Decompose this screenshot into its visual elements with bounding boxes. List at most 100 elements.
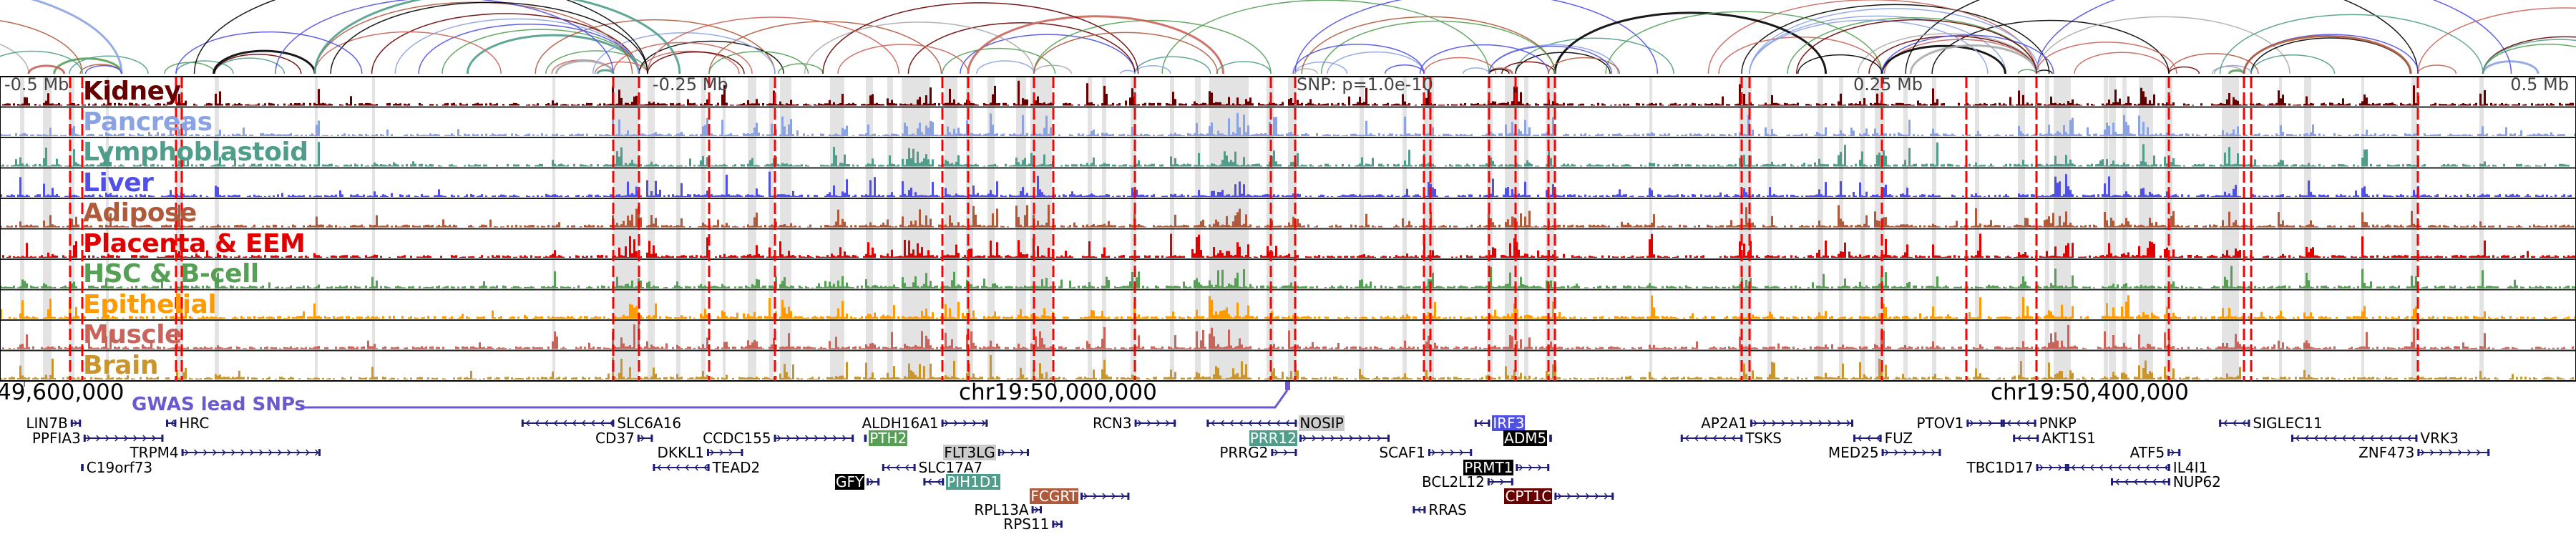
gene-label-bcl2l12[interactable]: BCL2L12 [1422, 473, 1485, 490]
gene-label-ppfia3[interactable]: PPFIA3 [31, 430, 81, 447]
interaction-arc [2017, 69, 2037, 74]
gene-label-prr12[interactable]: PRR12 [1249, 430, 1297, 447]
interaction-arc [592, 32, 776, 74]
offset-label-minus-half: -0.5 Mb [4, 74, 69, 95]
tissue-label: Liver [83, 168, 154, 198]
strand-chevron-icon [886, 464, 909, 471]
gene-label-irf3[interactable]: IRF3 [1492, 415, 1526, 432]
gene-exon [1470, 449, 1473, 456]
gene-label-nup62[interactable]: NUP62 [2172, 473, 2221, 490]
interaction-arc [1488, 45, 1613, 74]
interaction-arc [0, 20, 83, 74]
tissue-label: Adipose [83, 198, 197, 228]
gene-exon [774, 435, 776, 442]
interaction-arc [2482, 60, 2540, 74]
gene-exon [2415, 435, 2418, 442]
interaction-arc [1033, 19, 1272, 74]
interaction-arc [1327, 52, 1425, 74]
gene-label-vrk3[interactable]: VRK3 [2420, 430, 2459, 447]
gene-exon [1413, 506, 1415, 513]
tissue-label: HSC & B-cell [83, 259, 259, 289]
gene-label-ptov1[interactable]: PTOV1 [1916, 415, 1964, 432]
strand-chevron-icon [1302, 435, 1382, 442]
gene-label-rps11[interactable]: RPS11 [1003, 516, 1050, 533]
gene-exon [2036, 464, 2039, 471]
gene-label-rpl13a[interactable]: RPL13A [974, 501, 1029, 518]
strand-chevron-icon [1001, 449, 1024, 456]
interaction-arc [164, 62, 215, 74]
interaction-arc [175, 60, 234, 74]
strand-chevron-icon [1885, 449, 1936, 456]
interaction-arc [2213, 64, 2252, 74]
interaction-arc [967, 15, 1224, 74]
interaction-arc [1423, 57, 1497, 74]
gene-label-znf473[interactable]: ZNF473 [2358, 444, 2415, 461]
strand-chevron-icon [1417, 506, 1421, 513]
gene-label-atf5[interactable]: ATF5 [2129, 444, 2165, 461]
gene-label-ap2a1[interactable]: AP2A1 [1701, 415, 1747, 432]
strand-chevron-icon [525, 420, 614, 427]
gene-exon [2064, 464, 2067, 471]
strand-chevron-icon [1478, 420, 1483, 427]
tissue-label: Kidney [83, 77, 181, 106]
gene-label-tsks[interactable]: TSKS [1745, 430, 1782, 447]
gene-label-siglec11[interactable]: SIGLEC11 [2253, 415, 2323, 432]
gene-exon [1294, 449, 1297, 456]
interaction-arc [1605, 11, 1883, 74]
gene-label-fuz[interactable]: FUZ [1884, 430, 1913, 447]
interaction-arc [1463, 67, 1490, 74]
strand-chevron-icon [2114, 478, 2166, 485]
signal-track-1 [0, 110, 2576, 136]
gene-label-il4i1[interactable]: IL4I1 [2172, 459, 2208, 476]
gene-label-scaf1[interactable]: SCAF1 [1379, 444, 1425, 461]
gene-label-prmt1[interactable]: PRMT1 [1463, 459, 1514, 476]
interaction-arc [2482, 43, 2576, 74]
interaction-arc [613, 42, 753, 74]
gene-label-rcn3[interactable]: RCN3 [1093, 415, 1132, 432]
gene-label-pnkp[interactable]: PNKP [2039, 415, 2077, 432]
interaction-arc [2036, 42, 2177, 74]
gene-label-adm5[interactable]: ADM5 [1503, 430, 1548, 447]
gene-label-akt1s1[interactable]: AKT1S1 [2041, 430, 2096, 447]
gene-exon [941, 420, 944, 427]
gene-label-slc17a7[interactable]: SLC17A7 [918, 459, 983, 476]
interaction-arc [1488, 68, 1510, 74]
gene-label-gfy[interactable]: GFY [834, 473, 865, 490]
gene-label-c19orf73[interactable]: C19orf73 [86, 459, 153, 476]
gene-label-ccdc155[interactable]: CCDC155 [703, 430, 771, 447]
gene-label-fcgrt[interactable]: FCGRT [1030, 488, 1078, 505]
gene-label-hrc[interactable]: HRC [179, 415, 210, 432]
gene-label-rras[interactable]: RRAS [1428, 501, 1467, 518]
gene-label-tbc1d17[interactable]: TBC1D17 [1966, 459, 2034, 476]
interaction-arc [2036, 0, 2512, 74]
gene-label-prrg2[interactable]: PRRG2 [1219, 444, 1269, 461]
strand-chevron-icon [2223, 420, 2246, 427]
gene-label-cpt1c[interactable]: CPT1C [1504, 488, 1553, 505]
gene-label-dkkl1[interactable]: DKKL1 [657, 444, 705, 461]
gene-exon [1740, 435, 1743, 442]
gene-label-cd37[interactable]: CD37 [595, 430, 635, 447]
interaction-arc [2417, 64, 2457, 74]
gene-exon [1487, 478, 1490, 485]
strand-chevron-icon [2295, 435, 2411, 442]
gene-label-aldh16a1[interactable]: ALDH16A1 [862, 415, 939, 432]
gene-exon [867, 478, 869, 485]
interaction-arc [596, 69, 615, 74]
gene-exon [1680, 435, 1683, 442]
gene-exon [2178, 449, 2181, 456]
gene-exon [2167, 464, 2170, 471]
gene-label-flt3lg[interactable]: FLT3LG [943, 444, 996, 461]
gene-label-slc6a16[interactable]: SLC6A16 [617, 415, 682, 432]
gene-label-trpm4[interactable]: TRPM4 [130, 444, 179, 461]
gene-label-lin7b[interactable]: LIN7B [26, 415, 68, 432]
interaction-arc [960, 34, 1136, 74]
gene-exon [161, 435, 164, 442]
gene-exon [1879, 435, 1882, 442]
gene-exon [79, 420, 82, 427]
gene-label-tead2[interactable]: TEAD2 [712, 459, 761, 476]
gene-label-pth2[interactable]: PTH2 [869, 430, 908, 447]
gene-label-pih1d1[interactable]: PIH1D1 [946, 473, 1001, 490]
gene-label-med25[interactable]: MED25 [1828, 444, 1879, 461]
interaction-arc [2168, 66, 2200, 74]
gene-label-nosip[interactable]: NOSIP [1299, 415, 1345, 432]
